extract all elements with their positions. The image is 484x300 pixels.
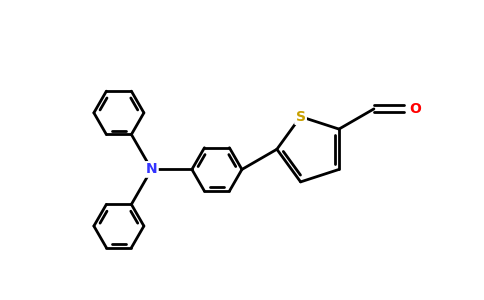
Text: O: O <box>409 102 421 116</box>
Text: N: N <box>146 162 157 176</box>
Text: S: S <box>296 110 305 124</box>
